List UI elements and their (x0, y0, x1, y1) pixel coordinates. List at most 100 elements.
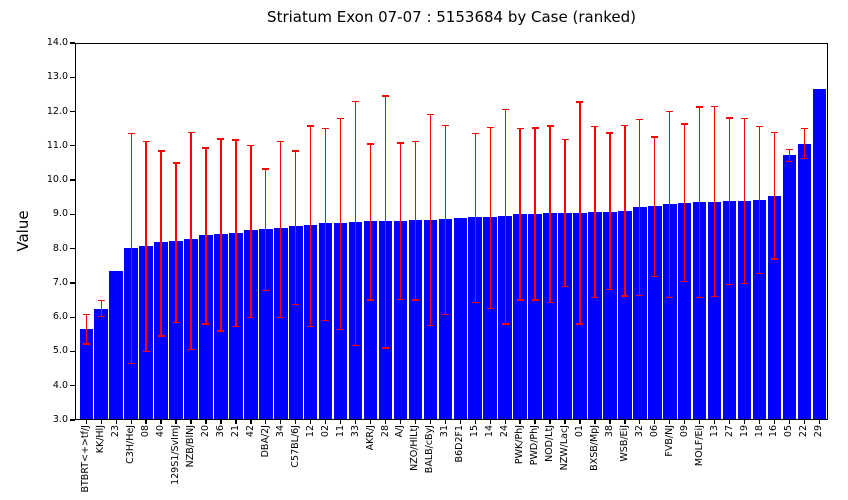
x-tick (728, 420, 731, 424)
error-cap-bottom (337, 328, 345, 330)
error-cap-bottom (97, 315, 105, 318)
x-tick-label: C3H/HeJ (125, 425, 137, 464)
error-cap-bottom (411, 299, 419, 301)
error-cap-bottom (142, 350, 150, 353)
x-tick-label: PWD/PhJ (529, 425, 541, 466)
error-cap-top (591, 125, 599, 127)
error-cap-top (367, 143, 375, 145)
error-bar (743, 118, 746, 284)
error-cap-bottom (172, 321, 180, 323)
x-tick (534, 420, 536, 424)
x-tick-label: 08 (140, 425, 152, 438)
x-tick-label: 23 (110, 425, 122, 438)
error-cap-bottom (756, 272, 763, 274)
x-tick-label: 40 (155, 425, 167, 438)
x-tick (85, 420, 87, 424)
error-cap-bottom (157, 335, 165, 337)
error-cap-top (396, 142, 404, 144)
error-cap-bottom (785, 160, 793, 162)
x-tick-label: 31 (439, 425, 451, 438)
bar (363, 221, 378, 419)
x-tick-label: MOLF/EiJ (693, 425, 705, 467)
error-cap-top (531, 127, 539, 129)
x-tick-label: 01 (573, 425, 585, 438)
x-tick (758, 420, 761, 424)
bar (543, 213, 557, 419)
bar (79, 329, 94, 419)
error-bar (788, 149, 791, 162)
x-tick (295, 420, 297, 424)
error-cap-top (277, 140, 285, 142)
error-cap-top (681, 123, 689, 125)
y-tick-label: 11.0 (46, 139, 68, 151)
bar (244, 230, 258, 419)
x-tick-label: NZW/LacJ (559, 425, 571, 471)
x-tick (310, 420, 312, 424)
error-cap-top (247, 145, 255, 147)
error-bar (265, 169, 267, 291)
x-tick (773, 420, 776, 424)
error-bar (384, 96, 387, 348)
y-tick-label: 13.0 (46, 71, 68, 83)
bar (169, 241, 183, 419)
bar (812, 89, 827, 419)
x-tick (743, 420, 746, 424)
error-bar (354, 101, 357, 346)
error-bar (100, 300, 102, 317)
bar (513, 214, 527, 419)
x-tick-label: 22 (798, 425, 810, 438)
y-tick (70, 76, 75, 78)
error-cap-bottom (770, 258, 778, 260)
error-bar (728, 118, 731, 285)
x-tick-label: AKR/J (364, 425, 376, 451)
error-cap-bottom (202, 323, 210, 325)
x-tick-label: 29 (813, 425, 825, 438)
error-cap-top (636, 118, 644, 121)
y-tick (70, 145, 75, 147)
y-tick-label: 12.0 (46, 105, 68, 117)
error-cap-bottom (292, 303, 300, 305)
error-cap-top (785, 148, 793, 150)
x-tick (549, 420, 551, 424)
x-tick-label: 15 (469, 425, 481, 438)
bar (692, 202, 707, 419)
x-tick-label: 06 (648, 425, 660, 438)
error-cap-bottom (741, 282, 749, 285)
error-cap-top (262, 168, 270, 170)
error-cap-bottom (486, 307, 494, 309)
error-cap-bottom (187, 348, 195, 351)
error-bar (175, 162, 177, 323)
error-cap-bottom (426, 325, 434, 327)
y-tick (70, 282, 75, 284)
x-tick-label: 14 (484, 425, 496, 438)
error-cap-top (97, 300, 105, 302)
error-cap-top (352, 100, 360, 102)
error-cap-bottom (247, 316, 255, 318)
x-tick (699, 420, 701, 424)
error-cap-bottom (666, 296, 674, 298)
error-cap-top (157, 150, 165, 152)
error-cap-top (292, 150, 300, 152)
error-cap-top (202, 147, 210, 149)
bar (677, 202, 692, 419)
error-bar (684, 123, 686, 282)
error-bar (579, 101, 581, 325)
x-tick (160, 420, 162, 424)
error-bar (205, 147, 207, 325)
x-tick (399, 420, 402, 424)
error-bar (399, 143, 402, 300)
error-cap-top (711, 105, 719, 108)
x-tick (684, 420, 686, 424)
x-tick-label: 11 (334, 425, 346, 438)
error-bar (429, 114, 432, 326)
x-tick (115, 420, 117, 424)
x-tick (594, 420, 596, 424)
error-bar (339, 118, 342, 330)
error-cap-top (486, 127, 494, 129)
x-tick-label: DBA/2J (259, 425, 271, 458)
error-cap-top (561, 138, 569, 141)
x-tick (145, 420, 147, 424)
x-tick (339, 420, 342, 424)
bar (588, 212, 602, 419)
x-tick-label: 32 (633, 425, 645, 438)
